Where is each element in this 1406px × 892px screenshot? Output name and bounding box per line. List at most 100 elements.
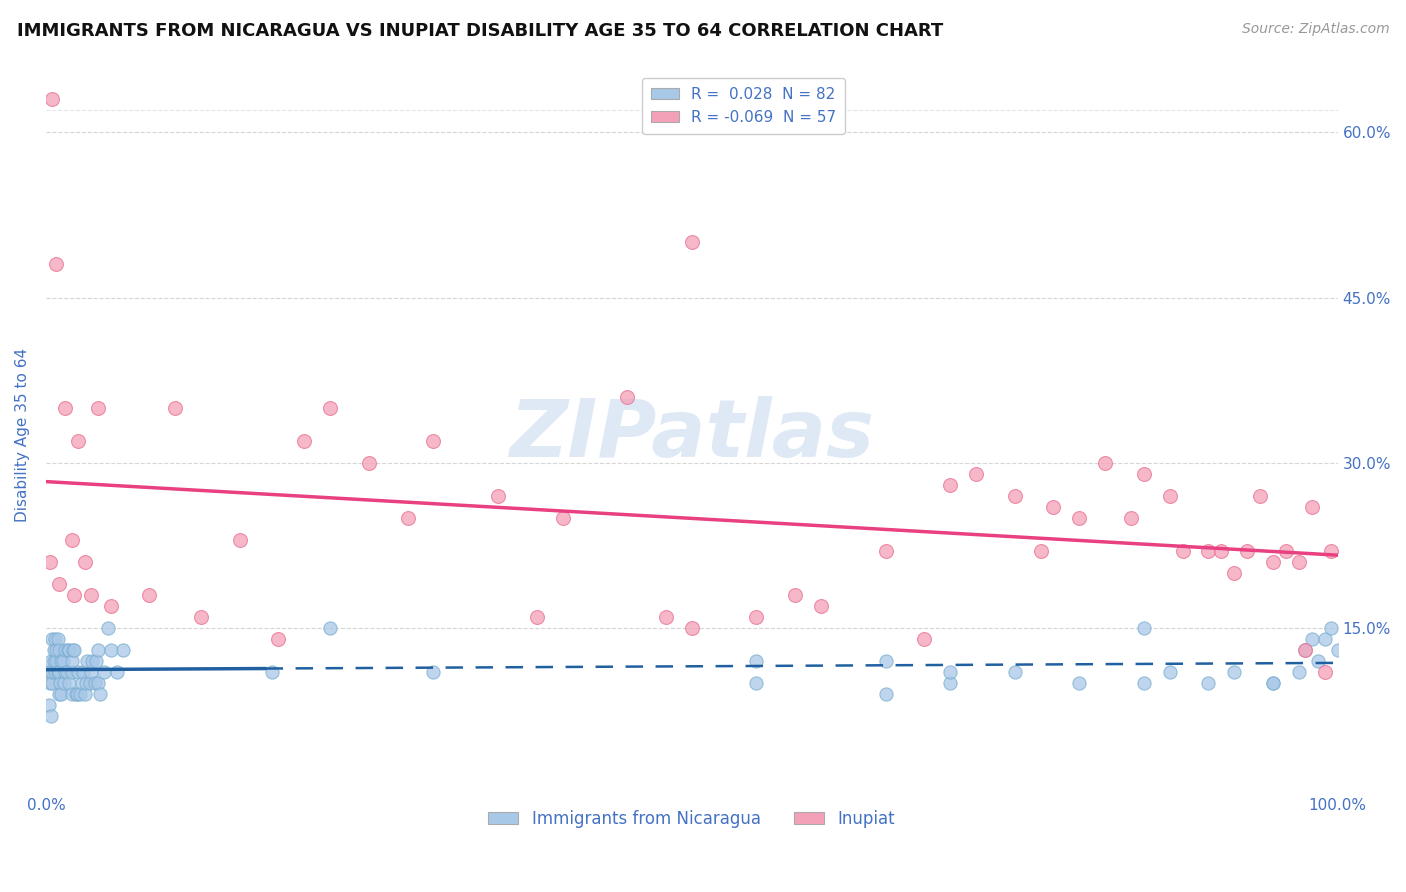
Point [1198, 543, 1220, 558]
Point [67, 434, 90, 448]
Point [912, 632, 935, 646]
Point [1069, 675, 1091, 690]
Point [86, 675, 108, 690]
Point [745, 609, 768, 624]
Point [62, 642, 84, 657]
Point [67, 665, 90, 679]
Point [745, 675, 768, 690]
Point [45, 654, 67, 668]
Point [1223, 566, 1246, 580]
Point [75, 675, 97, 690]
Point [1294, 642, 1316, 657]
Point [69, 687, 91, 701]
Point [89, 687, 111, 701]
Point [100, 599, 122, 613]
Point [810, 599, 832, 613]
Point [100, 642, 122, 657]
Point [486, 489, 509, 503]
Point [1313, 632, 1336, 646]
Point [1308, 654, 1330, 668]
Point [42, 654, 65, 668]
Point [1294, 642, 1316, 657]
Point [357, 456, 380, 470]
Point [86, 401, 108, 415]
Point [56, 642, 79, 657]
Point [58, 675, 80, 690]
Point [84, 675, 107, 690]
Point [1326, 642, 1348, 657]
Point [190, 609, 212, 624]
Point [1159, 665, 1181, 679]
Point [38, 698, 60, 712]
Point [1004, 489, 1026, 503]
Point [939, 675, 962, 690]
Point [105, 665, 128, 679]
Point [422, 434, 444, 448]
Point [72, 665, 94, 679]
Point [73, 555, 96, 569]
Point [681, 235, 703, 250]
Point [1236, 543, 1258, 558]
Point [1301, 632, 1323, 646]
Y-axis label: Disability Age 35 to 64: Disability Age 35 to 64 [15, 348, 30, 522]
Point [53, 665, 76, 679]
Point [46, 665, 69, 679]
Point [396, 510, 419, 524]
Point [1069, 510, 1091, 524]
Point [260, 665, 283, 679]
Point [1133, 467, 1156, 481]
Point [63, 642, 86, 657]
Point [939, 477, 962, 491]
Point [655, 609, 678, 624]
Point [60, 665, 83, 679]
Point [112, 642, 135, 657]
Point [45, 642, 67, 657]
Point [60, 533, 83, 547]
Point [138, 588, 160, 602]
Point [38, 665, 60, 679]
Point [1211, 543, 1233, 558]
Point [80, 588, 103, 602]
Point [875, 654, 897, 668]
Point [1042, 500, 1064, 514]
Point [51, 654, 73, 668]
Point [165, 401, 187, 415]
Point [51, 687, 73, 701]
Point [93, 665, 115, 679]
Point [86, 654, 108, 668]
Point [1094, 456, 1116, 470]
Point [551, 510, 574, 524]
Point [681, 621, 703, 635]
Point [82, 654, 104, 668]
Point [60, 687, 83, 701]
Point [80, 665, 103, 679]
Point [228, 533, 250, 547]
Point [70, 675, 93, 690]
Text: Source: ZipAtlas.com: Source: ZipAtlas.com [1241, 22, 1389, 37]
Point [1004, 665, 1026, 679]
Point [86, 642, 108, 657]
Point [1261, 675, 1284, 690]
Point [48, 665, 70, 679]
Point [1159, 489, 1181, 503]
Point [73, 687, 96, 701]
Point [1301, 500, 1323, 514]
Point [745, 654, 768, 668]
Text: ZIPatlas: ZIPatlas [509, 396, 875, 474]
Point [1029, 543, 1052, 558]
Point [41, 632, 63, 646]
Point [1249, 489, 1271, 503]
Point [79, 675, 101, 690]
Point [1261, 675, 1284, 690]
Point [1171, 543, 1194, 558]
Point [48, 642, 70, 657]
Point [1320, 621, 1343, 635]
Point [1288, 555, 1310, 569]
Point [1133, 621, 1156, 635]
Point [41, 92, 63, 106]
Point [60, 654, 83, 668]
Point [1119, 510, 1142, 524]
Point [39, 654, 62, 668]
Point [76, 654, 98, 668]
Point [38, 555, 60, 569]
